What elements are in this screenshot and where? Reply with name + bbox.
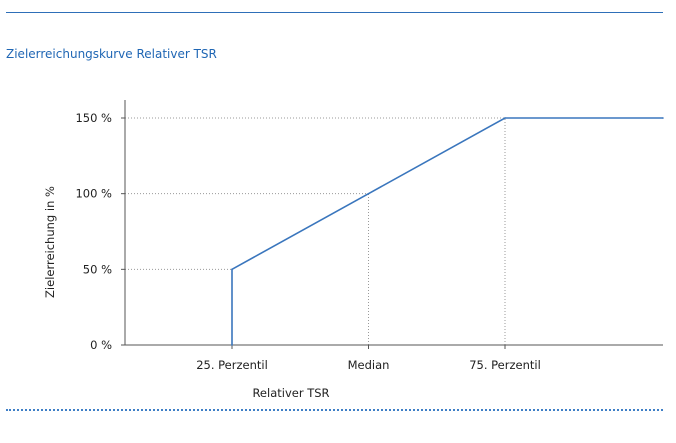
data-point	[231, 268, 233, 271]
y-tick-label: 150 %	[75, 111, 112, 125]
bottom-rule	[6, 409, 663, 411]
y-tick-label: 50 %	[83, 262, 112, 276]
gridlines	[125, 117, 506, 345]
y-axis-title: Zielerreichung in %	[43, 186, 57, 298]
x-tick-label: 25. Perzentil	[196, 358, 268, 372]
y-tick-label: 100 %	[75, 187, 112, 201]
top-rule	[6, 12, 663, 13]
series-line	[231, 117, 663, 345]
x-axis-title: Relativer TSR	[252, 386, 329, 400]
tick-labels: 0 % 50 % 100 % 150 % 25. Perzentil Median 75. …	[75, 111, 540, 372]
chart-title: Zielerreichungskurve Relativer TSR	[6, 47, 217, 61]
data-point	[367, 192, 370, 195]
data-point	[662, 117, 664, 119]
series-layer	[231, 117, 664, 346]
x-tick-label: 75. Perzentil	[469, 358, 541, 372]
axes	[121, 100, 663, 349]
data-point	[504, 117, 506, 119]
x-tick-label: Median	[348, 358, 390, 372]
y-tick-label: 0 %	[90, 338, 112, 352]
data-point	[231, 344, 233, 346]
